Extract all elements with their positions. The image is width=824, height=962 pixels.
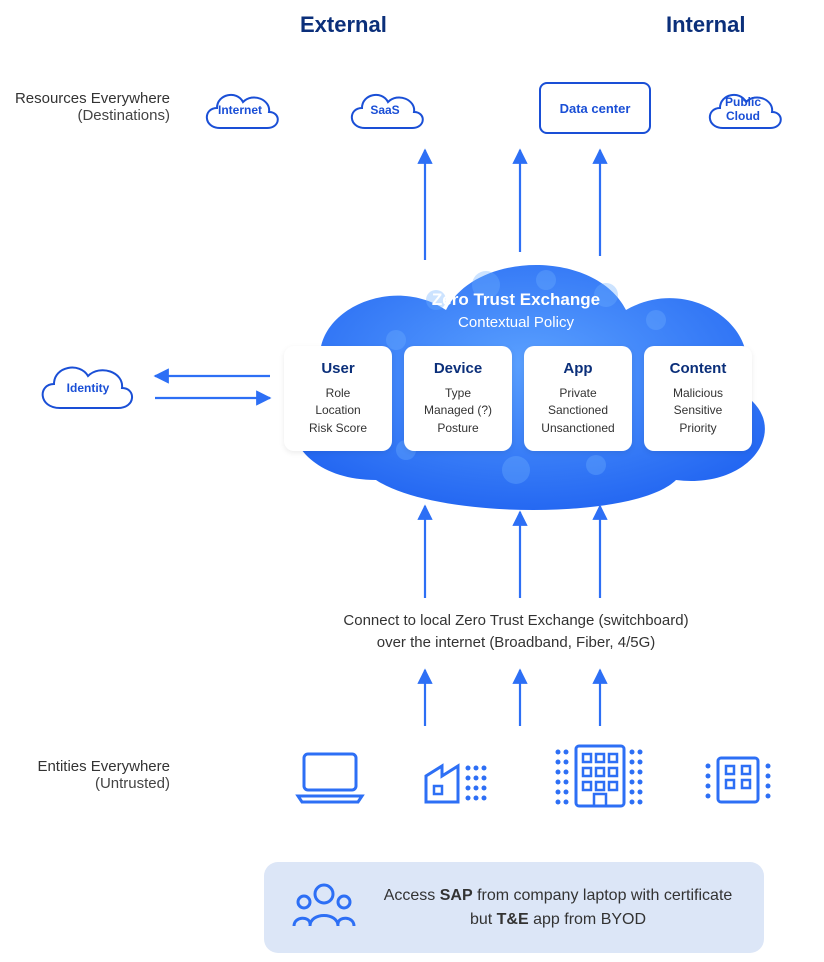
hq-building-icon [550,736,646,816]
resources-label-line2: (Destinations) [0,107,170,124]
zte-title: Zero Trust Exchange [286,290,746,310]
entities-label-line2: (Untrusted) [0,775,170,792]
card-title: Content [650,360,746,377]
card-items: Private Sanctioned Unsanctioned [530,385,626,437]
small-building-icon [700,742,780,812]
policy-card-user: User Role Location Risk Score [284,346,392,451]
card-title: Device [410,360,506,377]
data-center-label: Data center [560,101,631,116]
card-items: Type Managed (?) Posture [410,385,506,437]
people-icon [292,880,356,935]
policy-card-device: Device Type Managed (?) Posture [404,346,512,451]
laptop-icon [290,742,370,812]
internet-label: Internet [200,104,280,118]
entities-label-line1: Entities Everywhere [0,758,170,775]
policy-card-content: Content Malicious Sensitive Priority [644,346,752,451]
public-cloud-label: Public Cloud [703,96,783,124]
external-header: External [300,12,387,38]
internal-header: Internal [666,12,745,38]
saas-label: SaaS [345,104,425,118]
policy-cards: User Role Location Risk Score Device Typ… [284,346,752,451]
connect-line1: Connect to local Zero Trust Exchange (sw… [286,610,746,632]
card-title: User [290,360,386,377]
factory-icon [420,742,500,812]
policy-card-app: App Private Sanctioned Unsanctioned [524,346,632,451]
resources-label-line1: Resources Everywhere [0,90,170,107]
card-title: App [530,360,626,377]
data-center-box: Data center [539,82,651,134]
card-items: Malicious Sensitive Priority [650,385,746,437]
entities-label: Entities Everywhere (Untrusted) [0,758,170,792]
connect-text: Connect to local Zero Trust Exchange (sw… [286,610,746,654]
card-items: Role Location Risk Score [290,385,386,437]
identity-label: Identity [48,382,128,396]
connect-line2: over the internet (Broadband, Fiber, 4/5… [286,632,746,654]
callout-box: Access SAP from company laptop with cert… [264,862,764,953]
zte-subtitle: Contextual Policy [286,314,746,331]
resources-label: Resources Everywhere (Destinations) [0,90,170,124]
callout-text: Access SAP from company laptop with cert… [380,884,736,930]
